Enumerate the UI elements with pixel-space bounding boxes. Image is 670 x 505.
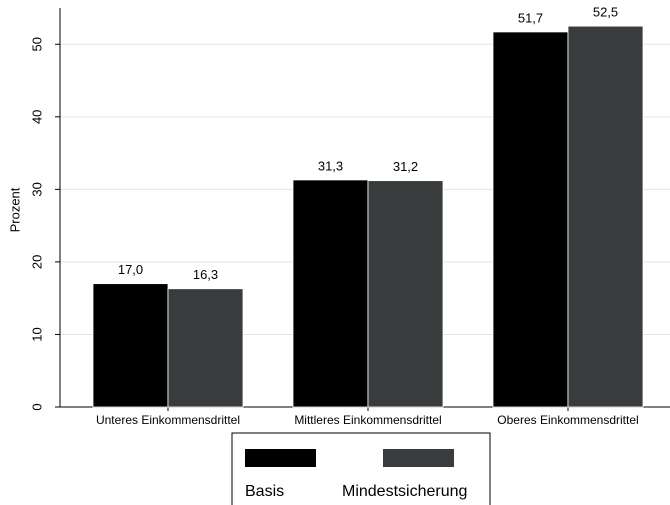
y-tick-label: 30 xyxy=(29,182,44,196)
y-axis-label: Prozent xyxy=(7,187,22,232)
bar xyxy=(367,180,444,408)
x-tick-label: Oberes Einkommensdrittel xyxy=(497,413,638,427)
bar xyxy=(292,179,369,408)
y-tick-label: 10 xyxy=(29,327,44,341)
bar xyxy=(92,283,169,408)
value-label: 31,3 xyxy=(318,158,343,173)
bar xyxy=(567,25,644,408)
x-tick-label: Unteres Einkommensdrittel xyxy=(96,413,240,427)
bar xyxy=(492,31,569,408)
value-label: 51,7 xyxy=(518,10,543,25)
y-tick-label: 40 xyxy=(29,110,44,124)
legend-box xyxy=(231,432,491,505)
legend-swatch xyxy=(245,449,316,467)
value-label: 16,3 xyxy=(193,267,218,282)
value-label: 17,0 xyxy=(118,262,143,277)
legend-swatch xyxy=(383,449,454,467)
y-tick-label: 0 xyxy=(29,403,44,410)
value-label: 31,2 xyxy=(393,159,418,174)
value-label: 52,5 xyxy=(593,5,618,20)
y-tick-label: 20 xyxy=(29,255,44,269)
bar xyxy=(167,288,244,408)
x-tick-label: Mittleres Einkommensdrittel xyxy=(294,413,441,427)
legend-label: Basis xyxy=(245,483,284,500)
y-tick-label: 50 xyxy=(29,37,44,51)
legend-label: Mindestsicherung xyxy=(342,483,467,500)
